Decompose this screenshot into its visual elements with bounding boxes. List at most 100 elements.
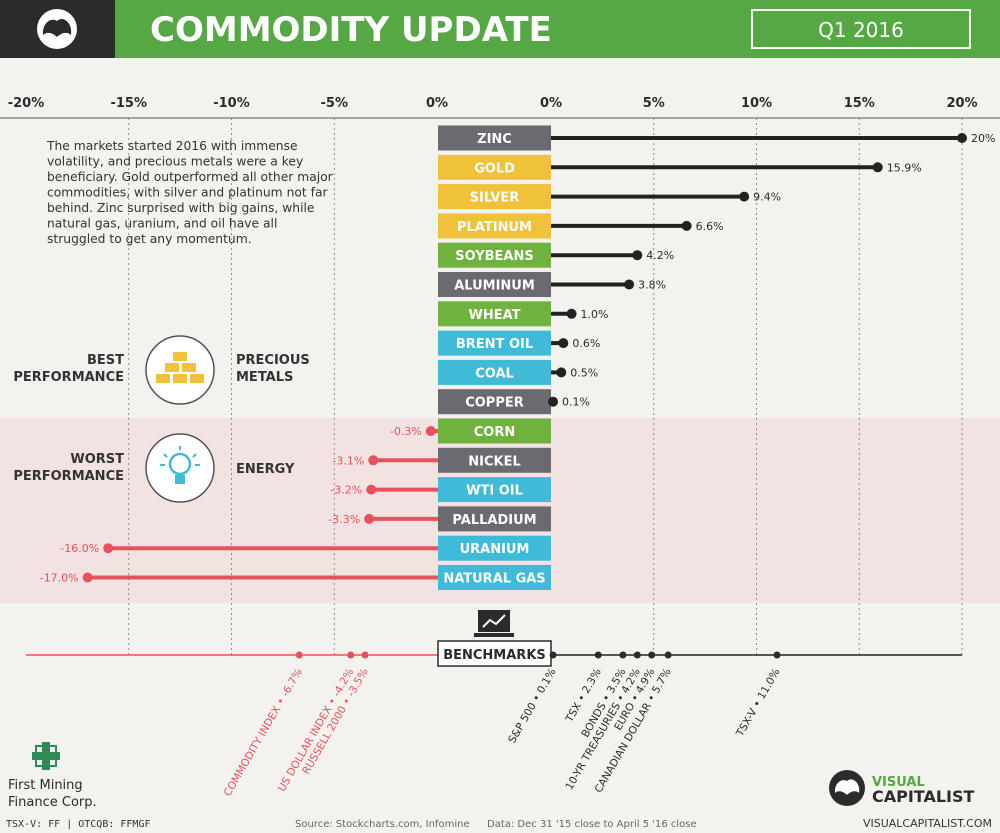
data-note: Data: Dec 31 '15 close to April 5 '16 cl…: [487, 819, 697, 830]
value-label: -3.3%: [328, 513, 360, 526]
intro-text: The markets started 2016 with immense vol…: [46, 139, 334, 246]
commodity-name: COAL: [475, 366, 514, 381]
commodity-box: [438, 477, 551, 503]
commodity-box: [438, 125, 551, 151]
commodity-row: ALUMINUM 3.8%: [438, 272, 666, 297]
commodity-row: COPPER 0.1%: [438, 389, 590, 415]
commodity-row: GOLD 15.9%: [438, 154, 922, 180]
commodity-name: SILVER: [470, 191, 520, 206]
period-label: Q1 2016: [818, 18, 904, 42]
axis-ticks: -20% -15% -10% -5% 0% 0% 5% 10% 15% 20%: [8, 96, 978, 111]
commodity-box: [438, 535, 551, 561]
value-dot: [364, 513, 375, 524]
lightbulb-icon: [145, 433, 215, 503]
value-label: -0.3%: [390, 425, 422, 438]
value-dot: [366, 484, 377, 495]
commodity-row: ZINC 20%: [438, 125, 995, 151]
brand-name: VISUAL CAPITALIST: [872, 775, 975, 806]
value-label: 9.4%: [753, 191, 781, 204]
commodity-name: ALUMINUM: [454, 279, 535, 294]
value-label: 3.8%: [638, 279, 666, 292]
commodity-row: PLATINUM 6.6%: [438, 213, 724, 239]
value-label: -3.1%: [332, 454, 364, 467]
commodity-row: NICKEL -3.1%: [332, 447, 551, 473]
value-dot: [368, 455, 379, 466]
commodity-name: URANIUM: [460, 542, 530, 557]
commodity-box: [438, 506, 551, 532]
website: VISUALCAPITALIST.COM: [863, 817, 992, 830]
value-dot: [556, 367, 567, 378]
benchmark-dot: [648, 651, 656, 659]
commodity-box: [438, 359, 551, 385]
commodity-box: [438, 389, 551, 415]
commodity-row: COAL 0.5%: [438, 359, 598, 385]
tick-label: -20%: [8, 96, 45, 111]
value-label: 1.0%: [581, 308, 609, 321]
benchmark-dot: [633, 651, 641, 659]
commodity-box: [438, 447, 551, 473]
value-label: -17.0%: [40, 572, 79, 585]
benchmark-dot: [773, 651, 781, 659]
commodity-box: [438, 242, 551, 268]
benchmark-dot: [361, 651, 369, 659]
commodity-name: CORN: [474, 425, 515, 440]
commodity-row: URANIUM -16.0%: [60, 535, 551, 561]
tick-label: 5%: [643, 96, 665, 111]
first-mining-logo-icon: [32, 742, 60, 770]
page-title: COMMODITY UPDATE: [150, 10, 552, 50]
worst-sector-label: ENERGY: [236, 462, 295, 477]
grid-lines: [0, 117, 1000, 655]
commodity-name: ZINC: [477, 132, 512, 147]
tick-label: 10%: [741, 96, 772, 111]
commodity-row: WTI OIL -3.2%: [330, 477, 551, 503]
commodity-box: [438, 184, 551, 210]
value-label: 4.2%: [646, 249, 674, 262]
value-dot: [566, 308, 577, 319]
value-label: 0.1%: [562, 396, 590, 409]
gold-bars-icon: [145, 335, 215, 405]
benchmark-dot: [619, 651, 627, 659]
value-dot: [624, 279, 635, 290]
commodity-row: BRENT OIL 0.6%: [438, 330, 600, 356]
commodity-name: NICKEL: [468, 454, 521, 469]
commodity-row: PALLADIUM -3.3%: [328, 506, 551, 532]
benchmark-dot: [347, 651, 355, 659]
tick-label: 20%: [946, 96, 977, 111]
commodity-name: WTI OIL: [466, 484, 523, 499]
commodity-name: SOYBEANS: [455, 249, 533, 264]
value-label: -3.2%: [330, 484, 362, 497]
commodity-box: [438, 418, 551, 444]
value-dot: [681, 220, 692, 231]
tick-label: -10%: [213, 96, 250, 111]
value-label: 6.6%: [696, 220, 724, 233]
tick-label: -15%: [110, 96, 147, 111]
laptop-chart-icon: [474, 610, 514, 637]
commodity-name: PLATINUM: [457, 220, 532, 235]
worst-performance-label: WORST PERFORMANCE: [13, 452, 124, 484]
commodity-box: [438, 565, 551, 590]
benchmarks-box: [437, 640, 552, 667]
value-dot: [957, 133, 967, 143]
benchmark-label: S&P 500 • 0.1%: [506, 666, 558, 745]
commodity-name: GOLD: [474, 161, 515, 176]
commodity-name: WHEAT: [468, 308, 520, 323]
tickers: TSX-V: FF | OTCQB: FFMGF: [6, 819, 151, 830]
value-dot: [739, 191, 750, 202]
value-label: 0.6%: [572, 337, 600, 350]
commodity-row: WHEAT 1.0%: [438, 301, 609, 327]
company-name: First Mining Finance Corp.: [8, 778, 97, 810]
benchmark-dot: [594, 651, 602, 659]
tick-label: -5%: [321, 96, 348, 111]
commodity-bars: ZINC 20% GOLD 15.9% SILVER 9.4% PLATINUM 6.6% SO…: [40, 125, 995, 590]
value-dot: [548, 396, 559, 407]
value-dot: [872, 162, 883, 173]
commodity-row: NATURAL GAS -17.0%: [40, 565, 551, 590]
commodity-name: BRENT OIL: [456, 337, 533, 352]
value-dot: [425, 426, 436, 436]
commodity-box: [438, 301, 551, 327]
value-dot: [632, 250, 643, 261]
benchmarks-label: BENCHMARKS: [443, 648, 546, 663]
